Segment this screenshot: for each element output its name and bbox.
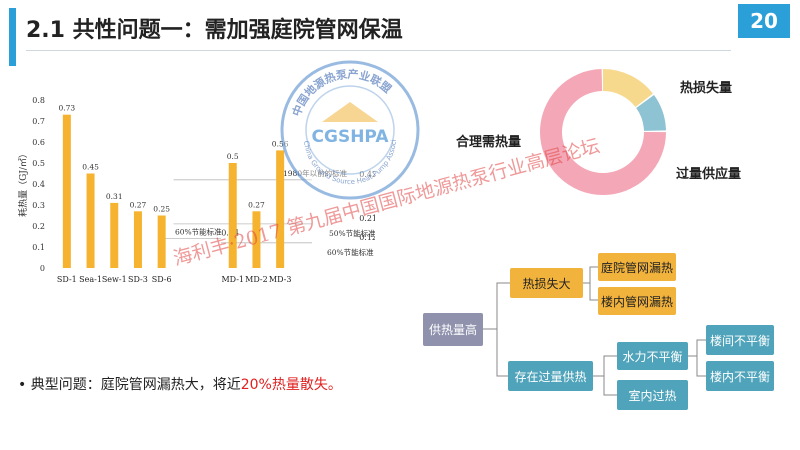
tree-node-indoor-overheat: 室内过热 [617, 380, 688, 410]
y-tick-label: 0.8 [32, 96, 45, 105]
tree-node-oversupply: 存在过量供热 [508, 361, 593, 391]
x-tick-label: Sew-1 [102, 275, 127, 284]
bullet-highlight: 20%热量散失。 [240, 377, 342, 393]
title-accent-bar [9, 8, 16, 66]
x-tick-label: MD-3 [269, 275, 292, 284]
bar-value-label: 0.27 [130, 200, 147, 209]
bar [252, 211, 261, 268]
x-tick-label: SD-3 [128, 275, 148, 284]
bar [86, 173, 95, 268]
tree-node-hydraulic-imbalance: 水力不平衡 [617, 342, 688, 370]
donut-segment [540, 69, 666, 195]
bar-value-label: 0.5 [227, 152, 239, 161]
bar-value-label: 0.73 [58, 104, 75, 113]
page-number: 20 [738, 4, 790, 38]
reference-line-value: 0.21 [359, 214, 375, 223]
bar [157, 215, 166, 268]
bar [276, 150, 285, 268]
x-tick-label: MD-2 [245, 275, 268, 284]
bullet-marker: • [18, 377, 27, 393]
x-tick-label: SD-1 [57, 275, 77, 284]
reference-line-label: 60%节能标准 [175, 227, 222, 237]
bar [62, 114, 71, 268]
bar-value-label: 0.25 [153, 205, 170, 214]
bar-value-label: 0.45 [82, 163, 99, 172]
bar [228, 163, 237, 268]
donut-ring [540, 69, 666, 195]
reference-line-value: 0.42 [359, 170, 375, 179]
x-tick-label: SD-6 [152, 275, 172, 284]
y-tick-label: 0 [40, 264, 45, 273]
x-tick-label: Sea-1 [79, 275, 102, 284]
bar [133, 211, 142, 268]
y-tick-label: 0.2 [32, 222, 45, 231]
y-axis-label: 耗热量（GJ/㎡） [17, 149, 29, 217]
tree-leaf-building-pipe-leak: 楼内管网漏热 [598, 287, 676, 315]
reference-line-label: 50%节能标准 [329, 228, 375, 238]
donut-segment [540, 69, 666, 195]
y-tick-label: 0.6 [32, 138, 45, 147]
tree-leaf-courtyard-pipe-leak: 庭院管网漏热 [598, 253, 676, 281]
y-tick-label: 0.3 [32, 201, 45, 210]
reference-line-value: 0.12 [359, 233, 375, 242]
bar [110, 202, 119, 268]
svg-text:CGSHPA: CGSHPA [312, 127, 390, 147]
bullet-text: 典型问题：庭院管网漏热大，将近 [30, 377, 241, 393]
tree-leaf-inter-building-imbalance: 楼间不平衡 [706, 325, 774, 355]
y-tick-label: 0.7 [32, 117, 45, 126]
bar-value-label: 0.31 [106, 192, 123, 201]
bar-value-label: 0.56 [272, 139, 289, 148]
reference-line-label: 60%节能标准 [327, 247, 374, 257]
donut-label-heat-loss: 热损失量 [680, 81, 733, 96]
typical-problem-bullet: • 典型问题：庭院管网漏热大，将近20%热量散失。 [18, 374, 342, 394]
bar-value-label: 0.27 [248, 200, 265, 209]
tree-node-heat-loss: 热损失大 [510, 268, 583, 298]
donut-label-reasonable-demand: 合理需热量 [456, 135, 522, 150]
tree-root-high-heat-supply: 供热量高 [423, 313, 483, 346]
donut-label-oversupply: 过量供应量 [676, 167, 742, 182]
tree-leaf-intra-building-imbalance: 楼内不平衡 [706, 361, 774, 391]
y-tick-label: 0.1 [32, 243, 45, 252]
heat-consumption-bar-chart: 0 0.1 0.2 0.3 0.4 0.5 0.6 0.7 0.8 耗热量（GJ/㎡） 1980年以… [17, 96, 375, 284]
heat-composition-donut-chart [540, 69, 666, 195]
reference-line-label: 1980年以前的标准 [283, 168, 348, 178]
x-tick-label: MD-1 [221, 275, 244, 284]
y-tick-label: 0.4 [32, 180, 45, 189]
page-title: 2.1 共性问题一：需加强庭院管网保温 [26, 18, 403, 43]
title-divider [26, 50, 731, 51]
cgshpa-logo: 中国地源热泵产业联盟 China Ground Source Heat Pump… [278, 58, 420, 200]
y-tick-label: 0.5 [32, 159, 45, 168]
